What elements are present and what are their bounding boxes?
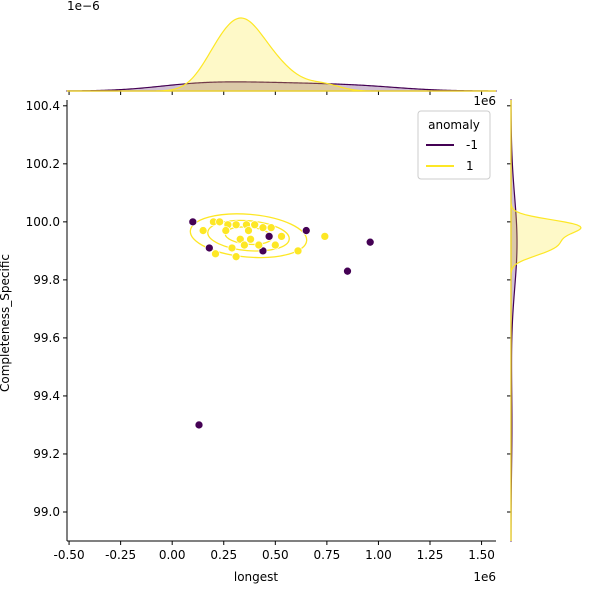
scatter-point [258,246,268,256]
legend-label: 1 [466,159,474,173]
x-tick-label: 0.00 [159,548,186,562]
scatter-point [264,232,274,241]
scatter-point [188,217,198,227]
x-tick-label: 1.50 [468,548,495,562]
y-tick-label: 100.2 [26,157,60,171]
legend-label: -1 [466,138,478,152]
y-tick-label: 99.0 [33,505,60,519]
y-axis-label: Completeness_Specific [0,254,12,392]
x-tick-label: 0.25 [210,548,237,562]
y-tick-label: 100.0 [26,215,60,229]
scatter-point [343,266,352,276]
y-tick-label: 99.4 [33,389,60,403]
x-tick-label: 1.00 [365,548,392,562]
scatter-point [240,240,249,250]
scatter-point [301,226,311,235]
scatter-point [231,252,241,262]
scatter-point [270,240,280,250]
scatter-point [277,232,286,241]
x-tick-label: 1.25 [417,548,444,562]
x-tick-label: 0.50 [262,548,289,562]
x-tick-label: 0.75 [314,548,341,562]
scatter-point [254,240,264,250]
x-tick-label: -0.25 [105,548,136,562]
density-offset-label: 1e6 [473,94,496,108]
scatter-point [235,234,245,244]
y-tick-label: 99.8 [33,273,60,287]
legend-title: anomaly [428,118,480,132]
scatter-point [194,420,204,430]
y-tick-label: 99.6 [33,331,60,345]
scatter-point [365,237,375,247]
marginal-kde [67,17,496,92]
y-tick-label: 99.2 [33,447,60,461]
y-tick-label: 100.4 [26,99,60,113]
scatter-point [258,223,268,233]
density-offset-label: 1e−6 [67,0,100,13]
scatter-point [293,246,303,256]
scatter-point [198,226,208,235]
marginal-kde [510,100,582,541]
x-tick-label: -0.50 [54,548,85,562]
x-axis-label: longest [234,570,279,584]
scatter-point [244,226,253,235]
legend: anomaly -1 1 [417,110,491,180]
scatter-point [320,232,330,241]
scatter-point [250,220,260,230]
scatter-point [266,223,276,233]
scatter-point [215,217,224,227]
kde-contour [189,213,308,259]
scatter-point [231,220,241,230]
scatter-point [246,234,255,244]
scatter-point [211,249,220,259]
kde-contour [207,219,290,252]
marginal-kde [510,99,518,542]
x-offset-label: 1e6 [473,570,496,584]
scatter-point [221,226,231,235]
scatter-point [204,243,214,253]
scatter-point [227,243,237,253]
